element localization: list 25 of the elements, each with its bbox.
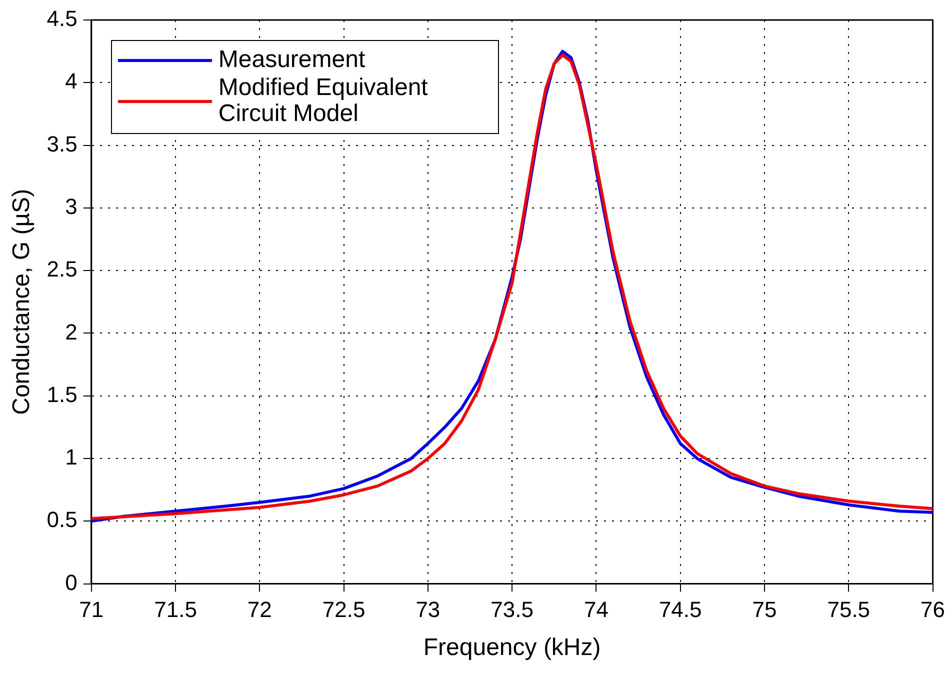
y-tick-label: 4.5 [46, 6, 78, 32]
x-tick-label: 71 [79, 597, 104, 622]
x-axis-title: Frequency (kHz) [423, 634, 601, 662]
y-tick-label: 3.5 [46, 131, 78, 156]
x-tick-label: 75.5 [827, 597, 870, 622]
legend-label: Measurement [218, 46, 366, 73]
y-tick-label: 0 [65, 570, 78, 595]
x-tick-label: 74 [584, 597, 608, 622]
y-tick-label: 1.5 [46, 382, 78, 407]
legend-label: Modified Equivalent Circuit Model [218, 74, 429, 127]
x-tick-label: 74.5 [658, 597, 702, 622]
x-tick-label: 72.5 [322, 597, 366, 622]
x-tick-label: 75 [752, 597, 777, 622]
x-tick-label: 71.5 [154, 597, 197, 622]
y-tick-label: 4 [65, 68, 78, 94]
x-tick-label: 72 [247, 597, 272, 622]
y-axis-title: Conductance, G (µS) [8, 188, 36, 415]
y-tick-label: 2.5 [46, 256, 78, 282]
x-tick-label: 73.5 [490, 597, 534, 622]
y-tick-label: 3 [65, 194, 78, 219]
x-tick-label: 73 [416, 597, 440, 622]
y-tick-label: 2 [65, 319, 78, 344]
y-tick-label: 1 [65, 444, 78, 470]
x-tick-label: 76 [920, 597, 946, 622]
y-tick-label: 0.5 [46, 507, 78, 532]
